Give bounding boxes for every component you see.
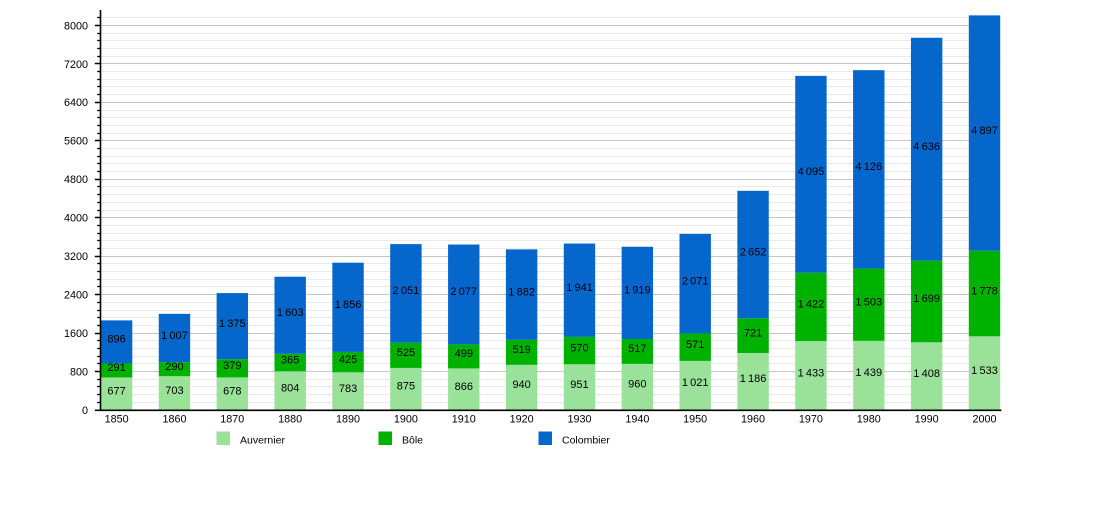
svg-text:Colombier: Colombier [562,434,610,446]
svg-text:1860: 1860 [162,413,186,425]
svg-text:1600: 1600 [64,328,88,340]
svg-text:3200: 3200 [64,251,88,263]
svg-text:866: 866 [455,381,473,393]
svg-text:2400: 2400 [64,290,88,302]
svg-text:525: 525 [397,347,415,359]
svg-text:800: 800 [70,366,88,378]
svg-text:6400: 6400 [64,97,88,109]
svg-text:783: 783 [339,383,357,395]
svg-text:2000: 2000 [972,413,996,425]
svg-text:7200: 7200 [64,59,88,71]
svg-text:677: 677 [107,385,125,397]
svg-text:703: 703 [165,385,183,397]
svg-text:517: 517 [628,343,646,355]
svg-text:1 408: 1 408 [913,368,940,380]
svg-text:519: 519 [512,344,530,356]
svg-text:4000: 4000 [64,213,88,225]
svg-text:1 533: 1 533 [971,365,998,377]
svg-text:1 439: 1 439 [855,367,882,379]
svg-text:678: 678 [223,385,241,397]
svg-text:1970: 1970 [799,413,823,425]
svg-text:721: 721 [744,327,762,339]
svg-text:1 699: 1 699 [913,293,940,305]
svg-text:1 375: 1 375 [219,318,246,330]
svg-text:2 652: 2 652 [740,246,767,258]
svg-text:1 021: 1 021 [682,377,709,389]
svg-text:1 856: 1 856 [335,299,362,311]
svg-text:Auvernier: Auvernier [240,434,285,446]
svg-text:4 897: 4 897 [971,125,998,137]
svg-text:571: 571 [686,339,704,351]
svg-text:2 077: 2 077 [450,286,477,298]
svg-text:1950: 1950 [683,413,707,425]
svg-text:425: 425 [339,354,357,366]
svg-text:1930: 1930 [567,413,591,425]
svg-text:570: 570 [570,342,588,354]
svg-text:875: 875 [397,381,415,393]
svg-text:290: 290 [165,361,183,373]
svg-text:499: 499 [455,348,473,360]
svg-text:4 636: 4 636 [913,141,940,153]
svg-text:1870: 1870 [220,413,244,425]
svg-text:1880: 1880 [278,413,302,425]
svg-text:960: 960 [628,379,646,391]
svg-text:1 603: 1 603 [277,307,304,319]
svg-text:1980: 1980 [857,413,881,425]
svg-text:4 126: 4 126 [855,161,882,173]
svg-text:940: 940 [512,379,530,391]
svg-text:1910: 1910 [452,413,476,425]
svg-text:4800: 4800 [64,174,88,186]
svg-text:Bôle: Bôle [402,434,423,446]
svg-text:291: 291 [107,362,125,374]
svg-text:8000: 8000 [64,20,88,32]
svg-text:365: 365 [281,354,299,366]
svg-text:0: 0 [82,405,88,417]
svg-text:379: 379 [223,360,241,372]
svg-text:1990: 1990 [915,413,939,425]
svg-text:2 071: 2 071 [682,275,709,287]
svg-text:1940: 1940 [625,413,649,425]
svg-text:1850: 1850 [105,413,129,425]
svg-text:804: 804 [281,382,299,394]
svg-text:5600: 5600 [64,136,88,148]
svg-text:1900: 1900 [394,413,418,425]
svg-text:1 422: 1 422 [798,299,825,311]
svg-text:1 778: 1 778 [971,285,998,297]
svg-text:1920: 1920 [510,413,534,425]
svg-text:1 882: 1 882 [508,286,535,298]
svg-text:1890: 1890 [336,413,360,425]
svg-text:2 051: 2 051 [393,285,420,297]
svg-text:4 095: 4 095 [798,166,825,178]
svg-text:1 007: 1 007 [161,330,188,342]
svg-text:1 919: 1 919 [624,285,651,297]
svg-text:1 433: 1 433 [798,367,825,379]
svg-text:1 941: 1 941 [566,282,593,294]
svg-text:951: 951 [570,379,588,391]
svg-text:896: 896 [107,334,125,346]
svg-text:1960: 1960 [741,413,765,425]
svg-text:1 186: 1 186 [740,373,767,385]
svg-text:1 503: 1 503 [855,296,882,308]
